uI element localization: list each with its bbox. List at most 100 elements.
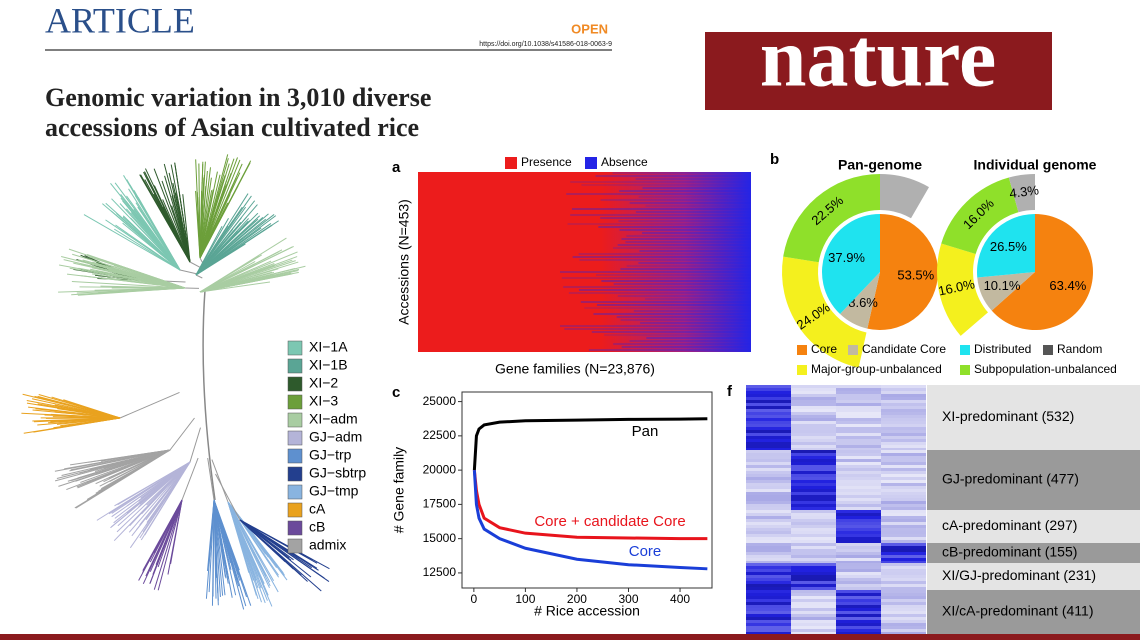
heatmap-cell [881, 605, 926, 608]
tree-leaf [149, 499, 183, 584]
heatmap-cell [791, 468, 836, 471]
tree-leaf [116, 461, 191, 533]
legend-label: XI−3 [309, 393, 338, 409]
heatmap-cell [791, 507, 836, 510]
heatmap-cell [881, 442, 926, 445]
heatmap-streak [568, 292, 751, 294]
heatmap-cell [746, 543, 791, 546]
tree-leaf [108, 287, 186, 293]
doi: https://doi.org/10.1038/s41586-018-0063-… [479, 41, 612, 48]
tree-leaf [106, 266, 186, 289]
heatmap-cell [791, 394, 836, 397]
legend-label: Subpopulation-unbalanced [974, 362, 1117, 376]
heatmap-cell [791, 546, 836, 549]
series-annotation: Core [629, 543, 662, 560]
heatmap-cell [836, 611, 881, 614]
heatmap-cell [836, 465, 881, 468]
heatmap-cell [881, 569, 926, 572]
heatmap-cell [836, 483, 881, 486]
tree-leaf [67, 449, 171, 482]
tree-leaf [157, 499, 183, 591]
tree-leaf [199, 185, 239, 259]
heatmap-cell [881, 486, 926, 489]
tree-leaf [48, 417, 121, 430]
heatmap-cell [791, 569, 836, 572]
phylogenetic-tree [21, 154, 330, 610]
legend-swatch [848, 345, 858, 355]
tree-leaf [178, 193, 191, 263]
heatmap-cell [881, 620, 926, 623]
heatmap-cell [791, 385, 836, 388]
heatmap-cell [791, 614, 836, 617]
heatmap-cell [836, 439, 881, 442]
tree-leaf [239, 519, 318, 564]
heatmap-streak [570, 181, 751, 183]
heatmap-cell [836, 406, 881, 409]
heatmap-streak [579, 289, 751, 291]
pie-slice [991, 214, 1093, 330]
heatmap-cell [881, 415, 926, 418]
tree-branch [207, 457, 215, 501]
tree-leaf [227, 501, 250, 573]
tree-leaf [149, 499, 183, 570]
heatmap-cell [746, 587, 791, 590]
legend-swatch [585, 157, 597, 169]
heatmap-cell [881, 528, 926, 531]
tree-leaf [147, 461, 191, 506]
heatmap-cell [836, 495, 881, 498]
heatmap-cell [836, 450, 881, 453]
legend-label: Candidate Core [862, 342, 946, 356]
heatmap-cell [881, 459, 926, 462]
heatmap-cell [791, 605, 836, 608]
heatmap-cell [791, 578, 836, 581]
heatmap-cell [836, 415, 881, 418]
heatmap-cell [791, 495, 836, 498]
legend-label: Presence [521, 155, 572, 169]
heatmap-streak [619, 229, 751, 231]
heatmap-cell [881, 445, 926, 448]
heatmap-cell [746, 528, 791, 531]
heatmap-cell [746, 513, 791, 516]
legend-label: GJ−trp [309, 447, 352, 463]
heatmap-cell [836, 555, 881, 558]
heatmap-cell [836, 525, 881, 528]
tree-leaf [227, 501, 250, 563]
heatmap-cell [746, 537, 791, 540]
heatmap-cell [746, 483, 791, 486]
heatmap-cell [836, 510, 881, 513]
heatmap-cell [881, 489, 926, 492]
heatmap-cell [746, 566, 791, 569]
heatmap-cell [791, 480, 836, 483]
tree-leaf [116, 215, 181, 271]
group-label: XI/GJ-predominant (231) [942, 567, 1096, 583]
heatmap-cell [881, 581, 926, 584]
pie-slice [976, 214, 1035, 278]
legend-swatch [287, 538, 303, 554]
heatmap-cell [881, 448, 926, 450]
heatmap-streak [633, 310, 751, 312]
heatmap-cell [881, 566, 926, 569]
heatmap-cell [881, 465, 926, 468]
heatmap-cell [746, 480, 791, 483]
heatmap-cell [746, 448, 791, 450]
slice-label: 8.6% [848, 295, 878, 310]
heatmap-cell [836, 549, 881, 552]
heatmap-cell [881, 531, 926, 534]
heatmap-cell [881, 599, 926, 602]
slice-label: 10.1% [984, 278, 1021, 293]
ring-label: 4.3% [1008, 182, 1040, 201]
heatmap-cell [836, 519, 881, 522]
heatmap-cell [836, 409, 881, 412]
heatmap-streak [612, 172, 751, 174]
axis-label: Accessions (N=453) [396, 199, 412, 325]
tree-leaf [77, 449, 171, 489]
tree-leaf [106, 277, 186, 289]
heatmap-cell [746, 522, 791, 525]
pie-slice [821, 214, 880, 315]
heatmap-streak [629, 202, 751, 204]
heatmap-cell [791, 626, 836, 629]
heatmap-cell [836, 596, 881, 599]
legend-swatch [287, 430, 303, 446]
heatmap-cell [881, 552, 926, 555]
plot-area [461, 391, 713, 589]
